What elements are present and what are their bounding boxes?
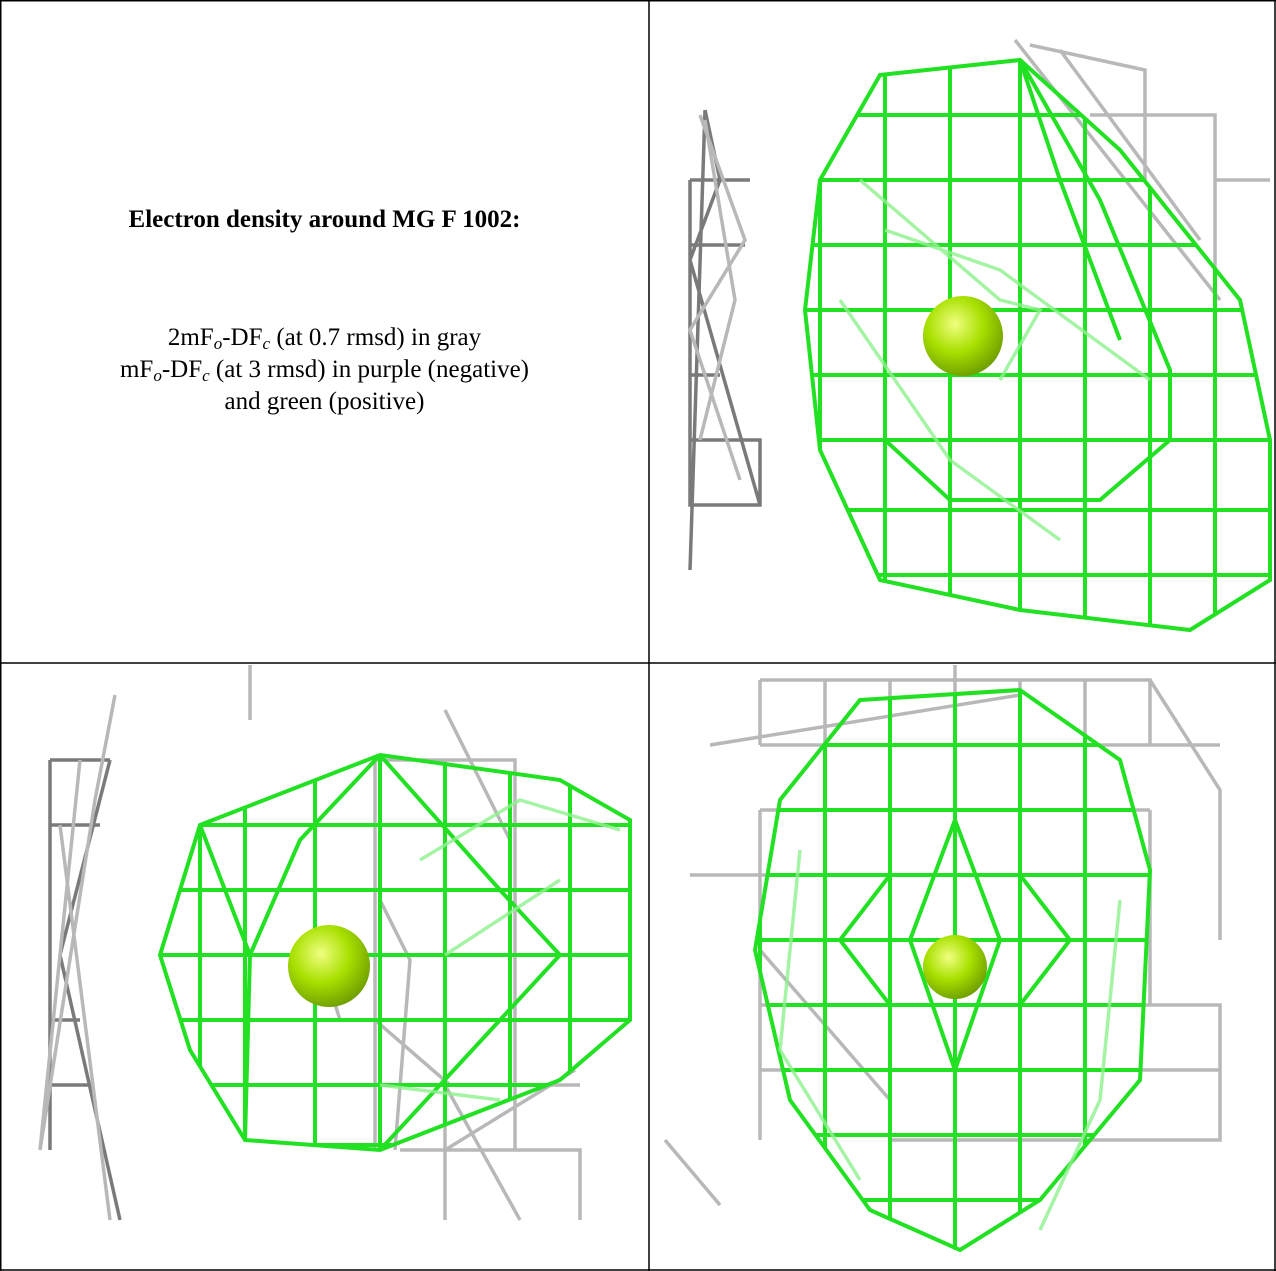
text-run: (at 3 rmsd) in purple (negative) xyxy=(209,356,530,383)
caption-title: Electron density around MG F 1002: xyxy=(128,206,521,233)
caption-cell: Electron density around MG F 1002: 2mFo-… xyxy=(0,0,649,663)
text-run: mF xyxy=(119,356,154,383)
subscript: o xyxy=(153,366,162,385)
text-run: -DF xyxy=(222,324,263,351)
text-run: -DF xyxy=(161,356,203,383)
subscript: o xyxy=(213,334,223,353)
density-view-2 xyxy=(38,665,632,1221)
density-view-3 xyxy=(663,665,1222,1253)
subscript: c xyxy=(262,334,271,353)
subscript: c xyxy=(202,366,210,385)
caption-line: 2mFo-DFc (at 0.7 rmsd) in gray xyxy=(0,322,649,354)
text-run: and green (positive) xyxy=(224,388,425,415)
text-run: (at 0.7 rmsd) in gray xyxy=(270,324,482,351)
caption-line: and green (positive) xyxy=(0,386,649,418)
caption-lines: 2mFo-DFc (at 0.7 rmsd) in gray mFo-DFc (a… xyxy=(0,322,649,418)
text-run: 2mF xyxy=(167,324,214,351)
density-view-1 xyxy=(688,38,1272,633)
caption-line: mFo-DFc (at 3 rmsd) in purple (negative) xyxy=(0,354,649,386)
